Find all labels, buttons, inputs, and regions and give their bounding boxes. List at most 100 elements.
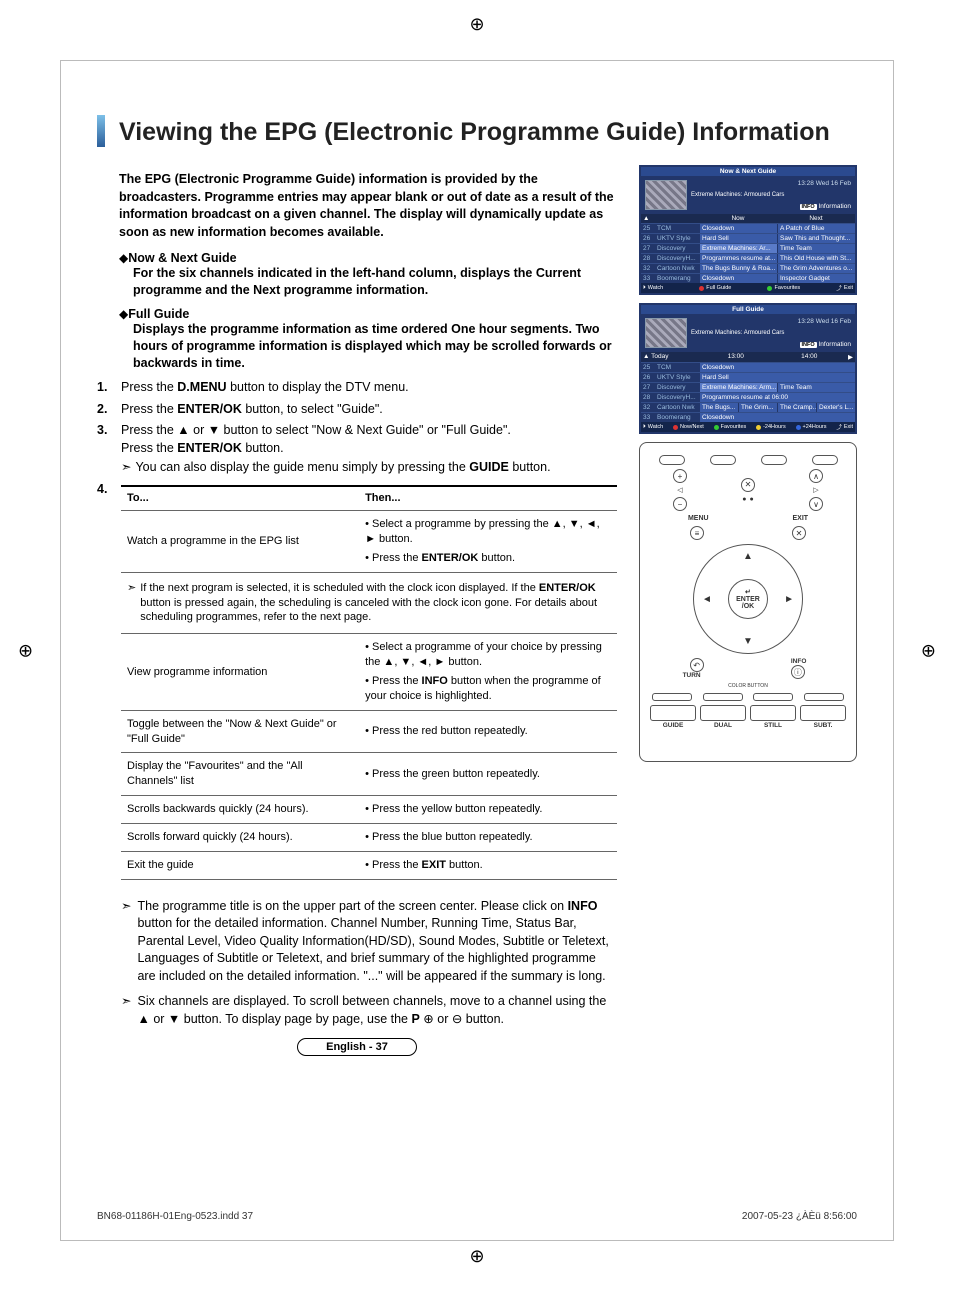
programme-cell: Dexter's L... <box>816 403 855 412</box>
channel-name: Boomerang <box>655 274 699 283</box>
to-cell: Display the "Favourites" and the "All Ch… <box>121 753 359 796</box>
programme-cell: Inspector Gadget <box>777 274 855 283</box>
programme-cell: Hard Sell <box>699 373 855 382</box>
then-line: • Select a programme by pressing the ▲, … <box>365 517 611 547</box>
programme-cell: Closedown <box>699 274 777 283</box>
blue-dot-icon <box>796 425 801 430</box>
info-button: ⓘ <box>791 665 805 679</box>
to-cell: View programme information <box>121 634 359 710</box>
info-label: Information <box>818 203 851 210</box>
enter-ok-button: ↵ENTER/OK <box>728 579 768 619</box>
programme-cell: This Old House with St... <box>777 254 855 263</box>
programme-cell: Time Team <box>777 244 855 253</box>
plus-button: + <box>673 469 687 483</box>
return-button: ↶ <box>690 658 704 672</box>
channel-up-button: ∧ <box>809 469 823 483</box>
axis-scroll-right: ▶ <box>846 352 855 362</box>
red-button <box>652 693 692 701</box>
step-text: Press the <box>121 441 177 455</box>
programme-cell: Hard Sell <box>699 234 777 243</box>
channel-number: 32 <box>641 264 655 273</box>
title-row: Viewing the EPG (Electronic Programme Gu… <box>97 115 857 147</box>
epg-row: 25TCMClosedown <box>641 362 855 372</box>
menu-label: MENU <box>688 515 709 522</box>
dual-label: DUAL <box>714 722 732 729</box>
exit-label: EXIT <box>792 515 808 522</box>
programme-cell: The Cramp... <box>777 403 816 412</box>
epg-thumbnail <box>645 180 687 210</box>
enterok-button-label: ENTER/OK <box>177 441 242 455</box>
info-note: The programme title is on the upper part… <box>137 898 617 986</box>
channel-number: 26 <box>641 234 655 243</box>
table-header-to: To... <box>121 486 359 511</box>
epg-rows: 25TCMClosedown26UKTV StyleHard Sell27Dis… <box>641 362 855 422</box>
to-cell: Scrolls backwards quickly (24 hours). <box>121 796 359 824</box>
then-cell: • Press the blue button repeatedly. <box>359 823 617 851</box>
step-2: 2. Press the ENTER/OK button, to select … <box>97 401 617 419</box>
info-badge: INFO <box>800 342 817 348</box>
dual-button <box>700 705 746 721</box>
guide-button <box>650 705 696 721</box>
channel-name: Discovery <box>655 383 699 392</box>
green-dot-icon <box>714 425 719 430</box>
dpad: ▲ ▼ ◄ ► ↵ENTER/OK <box>693 544 803 654</box>
exit-label: Exit <box>844 424 853 430</box>
remote-control-diagram: + ◁ − ✕ ●● ∧ ▷ ∨ MENU E <box>639 442 857 762</box>
programme-cell: Saw This and Thought... <box>777 234 855 243</box>
programme-cell: Closedown <box>699 413 855 422</box>
now-next-title: Now & Next Guide <box>128 251 236 265</box>
then-cell: • Press the EXIT button. <box>359 851 617 879</box>
step-number: 1. <box>97 379 121 397</box>
watch-label: Watch <box>648 285 663 291</box>
epg-title: Full Guide <box>641 305 855 314</box>
exit-button: ✕ <box>792 526 806 540</box>
dpad-right: ► <box>784 594 794 605</box>
step-text: button to display the DTV menu. <box>227 380 409 394</box>
print-footer: BN68-01186H-01Eng-0523.indd 37 2007-05-2… <box>97 1211 857 1222</box>
channel-number: 32 <box>641 403 655 412</box>
programme-cell: A Patch of Blue <box>777 224 855 233</box>
operations-table: To... Then... Watch a programme in the E… <box>121 485 617 880</box>
steps-list: 1. Press the D.MENU button to display th… <box>97 379 617 879</box>
dpad-left: ◄ <box>702 594 712 605</box>
now-next-section: ◆Now & Next Guide For the six channels i… <box>119 251 617 299</box>
table-note-row: ➣ If the next program is selected, it is… <box>121 572 617 634</box>
epg-current-programme: Extreme Machines: Armoured Cars <box>691 330 851 336</box>
red-dot-icon <box>673 425 678 430</box>
programme-cell: The Bugs... <box>699 403 738 412</box>
crop-mark: ⊕ <box>469 1246 484 1267</box>
dot-icon: ● <box>750 496 754 503</box>
channel-name: Discovery <box>655 244 699 253</box>
page-number-badge: English - 37 <box>297 1038 417 1056</box>
programme-cell: The Bugs Bunny & Roa... <box>699 264 777 273</box>
green-button <box>703 693 743 701</box>
then-line: • Select a programme of your choice by p… <box>365 640 611 670</box>
footer-left: BN68-01186H-01Eng-0523.indd 37 <box>97 1211 253 1222</box>
then-cell: • Press the green button repeatedly. <box>359 753 617 796</box>
footer-right: 2007-05-23 ¿ÀÈü 8:56:00 <box>742 1211 857 1222</box>
epg-full-guide-screenshot: Full Guide 13:28 Wed 16 Feb Extreme Mach… <box>639 303 857 434</box>
step-number: 2. <box>97 401 121 419</box>
table-row: Exit the guide • Press the EXIT button. <box>121 851 617 879</box>
channel-name: UKTV Style <box>655 234 699 243</box>
channel-number: 27 <box>641 383 655 392</box>
step-1: 1. Press the D.MENU button to display th… <box>97 379 617 397</box>
green-dot-icon <box>767 286 772 291</box>
programme-cell: Time Team <box>777 383 855 392</box>
crop-mark: ⊕ <box>921 640 936 661</box>
exit-icon: ⤴ <box>836 284 842 292</box>
page-title: Viewing the EPG (Electronic Programme Gu… <box>119 115 830 147</box>
epg-row: 26UKTV StyleHard SellSaw This and Though… <box>641 233 855 243</box>
channel-col-header: ▲ <box>641 214 699 223</box>
red-dot-icon <box>699 286 704 291</box>
info-badge: INFO <box>800 204 817 210</box>
channel-number: 33 <box>641 274 655 283</box>
programme-cell: The Grim... <box>738 403 777 412</box>
bottom-notes: ➣ The programme title is on the upper pa… <box>121 898 617 1029</box>
to-cell: Scrolls forward quickly (24 hours). <box>121 823 359 851</box>
remote-button <box>812 455 838 465</box>
programme-cell: Programmes resume at... <box>699 254 777 263</box>
note-arrow-icon: ➣ <box>121 459 131 477</box>
subt-label: SUBT. <box>814 722 833 729</box>
exit-label: Exit <box>844 285 853 291</box>
